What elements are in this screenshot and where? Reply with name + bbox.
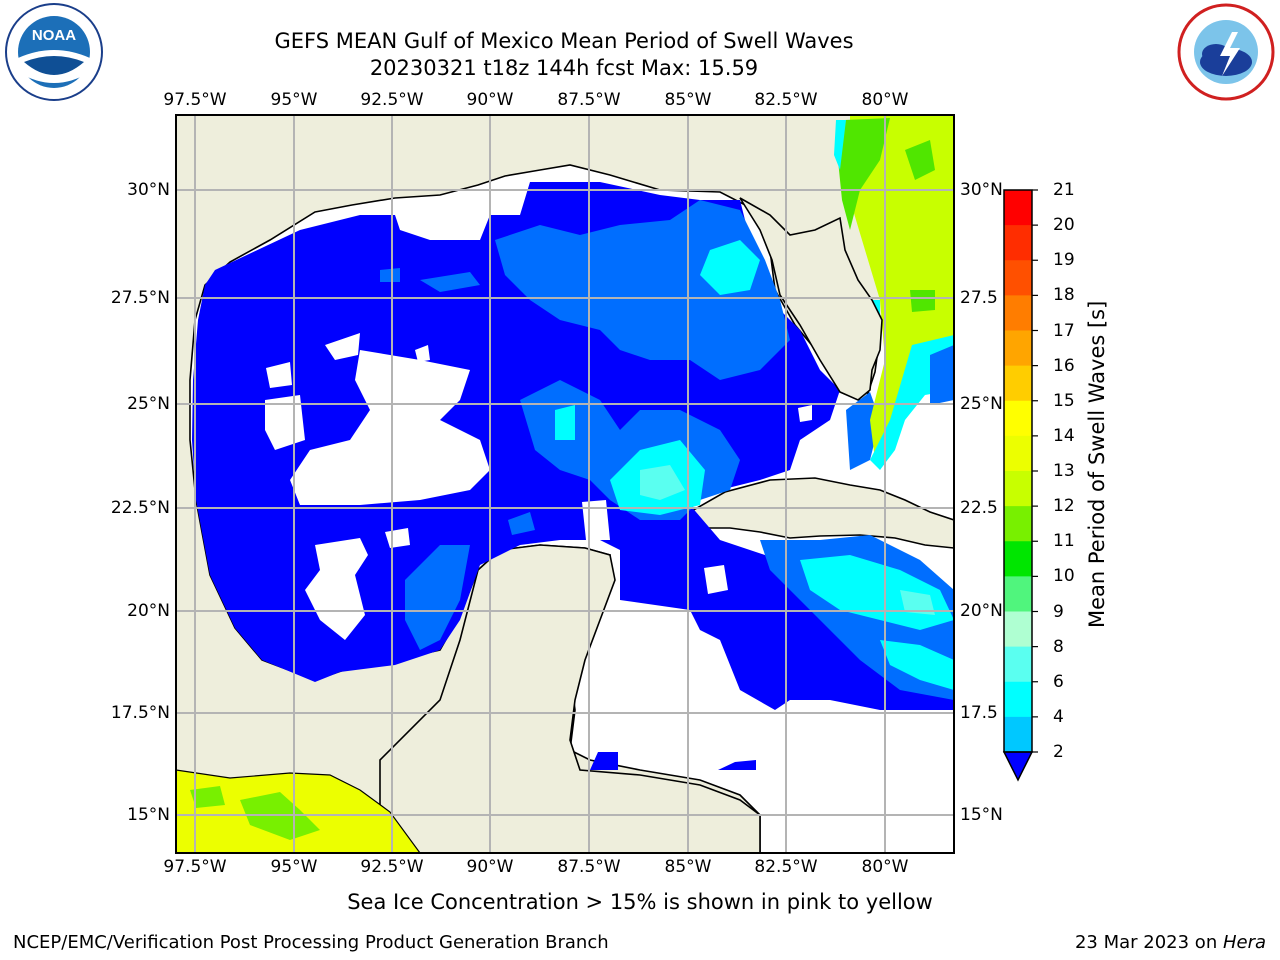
noaa-logo: NOAA bbox=[4, 2, 104, 102]
lat-label-left: 22.5°N bbox=[110, 498, 170, 518]
colorbar-label: 21 bbox=[1053, 180, 1075, 200]
map-frame bbox=[175, 114, 955, 854]
lon-label-bottom: 95°W bbox=[270, 857, 318, 877]
lat-label-right: 27.5 bbox=[960, 288, 998, 308]
date-stamp: 23 Mar 2023 on Hera bbox=[1075, 932, 1266, 953]
lon-label-bottom: 82.5°W bbox=[754, 857, 818, 877]
colorbar-label: 4 bbox=[1053, 706, 1064, 727]
colorbar-segment bbox=[1004, 330, 1032, 367]
colorbar-label: 13 bbox=[1053, 461, 1075, 481]
swell-region-atlantic-cyan bbox=[834, 120, 954, 470]
swell-region-pacific-green bbox=[190, 786, 320, 840]
gridlines bbox=[176, 115, 954, 853]
lon-label-top: 90°W bbox=[466, 90, 514, 110]
colorbar-label: 9 bbox=[1053, 601, 1064, 622]
swell-region-aqua bbox=[640, 465, 935, 615]
lon-label-top: 80°W bbox=[861, 90, 909, 110]
noaa-label: NOAA bbox=[32, 27, 76, 44]
lat-label-right: 25°N bbox=[960, 394, 1003, 414]
lat-label-left: 25°N bbox=[127, 394, 170, 414]
colorbar-segment bbox=[1004, 295, 1032, 331]
lon-label-bottom: 85°W bbox=[664, 857, 712, 877]
cuba-land bbox=[688, 477, 954, 549]
credit-text: NCEP/EMC/Verification Post Processing Pr… bbox=[13, 932, 609, 953]
ice-note: Sea Ice Concentration > 15% is shown in … bbox=[347, 890, 933, 914]
colorbar-label: 20 bbox=[1053, 215, 1075, 236]
colorbar-segment bbox=[1004, 576, 1032, 612]
lat-label-right: 17.5 bbox=[960, 703, 998, 723]
colorbar-label: 11 bbox=[1053, 531, 1075, 552]
colorbar-segment bbox=[1004, 681, 1032, 718]
lon-label-top: 92.5°W bbox=[360, 90, 424, 110]
lat-label-right: 22.5 bbox=[960, 498, 998, 518]
colorbar-segment bbox=[1004, 365, 1032, 402]
colorbar-label: 8 bbox=[1053, 636, 1064, 657]
colorbar-label: 12 bbox=[1053, 496, 1075, 517]
colorbar-label: 17 bbox=[1053, 320, 1075, 341]
colorbar-segment bbox=[1004, 190, 1032, 226]
lat-label-left: 17.5°N bbox=[110, 703, 170, 723]
colorbar-label: 16 bbox=[1053, 355, 1075, 376]
colorbar-title: Mean Period of Swell Waves [s] bbox=[1085, 300, 1109, 628]
machine-name: Hera bbox=[1222, 932, 1266, 953]
lon-label-bottom: 97.5°W bbox=[163, 857, 227, 877]
colorbar-label: 14 bbox=[1053, 425, 1075, 446]
colorbar-segment bbox=[1004, 471, 1032, 507]
colorbar-extend-triangle bbox=[1002, 751, 1034, 782]
swell-region-atlantic-green bbox=[838, 118, 935, 312]
colorbar-segment bbox=[1004, 506, 1032, 542]
lon-label-top: 95°W bbox=[270, 90, 318, 110]
lon-label-bottom: 80°W bbox=[861, 857, 909, 877]
colorbar-segment bbox=[1004, 400, 1032, 437]
nodata-holes bbox=[265, 333, 812, 640]
swell-region-atlantic-high bbox=[850, 115, 954, 460]
lat-label-left: 30°N bbox=[127, 180, 170, 200]
lat-label-right: 15°N bbox=[960, 805, 1003, 825]
lon-label-bottom: 90°W bbox=[466, 857, 514, 877]
chart-title: GEFS MEAN Gulf of Mexico Mean Period of … bbox=[274, 29, 854, 53]
colorbar-segment bbox=[1004, 435, 1032, 472]
lon-label-top: 85°W bbox=[664, 90, 712, 110]
colorbar-segment bbox=[1004, 541, 1032, 577]
lon-label-top: 82.5°W bbox=[754, 90, 818, 110]
lat-label-right: 20°N bbox=[960, 601, 1003, 621]
lat-label-right: 30°N bbox=[960, 180, 1003, 200]
colorbar-segment bbox=[1004, 611, 1032, 648]
swell-region-atlantic-blue bbox=[930, 345, 954, 405]
lon-label-top: 97.5°W bbox=[163, 90, 227, 110]
date-text: 23 Mar 2023 on bbox=[1074, 932, 1223, 953]
chart-subtitle: 20230321 t18z 144h fcst Max: 15.59 bbox=[369, 56, 759, 80]
colorbar-segment bbox=[1004, 716, 1032, 753]
colorbar-label: 18 bbox=[1053, 285, 1075, 306]
lon-label-top: 87.5°W bbox=[557, 90, 621, 110]
swell-region-cyan bbox=[555, 240, 954, 690]
colorbar bbox=[1002, 189, 1038, 782]
colorbar-label: 19 bbox=[1053, 250, 1075, 271]
colorbar-label: 6 bbox=[1053, 671, 1064, 692]
lon-label-bottom: 87.5°W bbox=[557, 857, 621, 877]
colorbar-segment bbox=[1004, 260, 1032, 296]
lon-label-bottom: 92.5°W bbox=[360, 857, 424, 877]
yucatan-land bbox=[379, 544, 761, 853]
lat-label-left: 15°N bbox=[127, 805, 170, 825]
colorbar-segment bbox=[1004, 646, 1032, 683]
colorbar-segment bbox=[1004, 225, 1032, 261]
lat-label-left: 27.5°N bbox=[110, 288, 170, 308]
colorbar-label: 15 bbox=[1053, 390, 1075, 411]
nws-logo bbox=[1176, 2, 1276, 102]
colorbar-label: 10 bbox=[1053, 566, 1075, 587]
colorbar-label: 2 bbox=[1053, 742, 1064, 762]
lat-label-left: 20°N bbox=[127, 601, 170, 621]
